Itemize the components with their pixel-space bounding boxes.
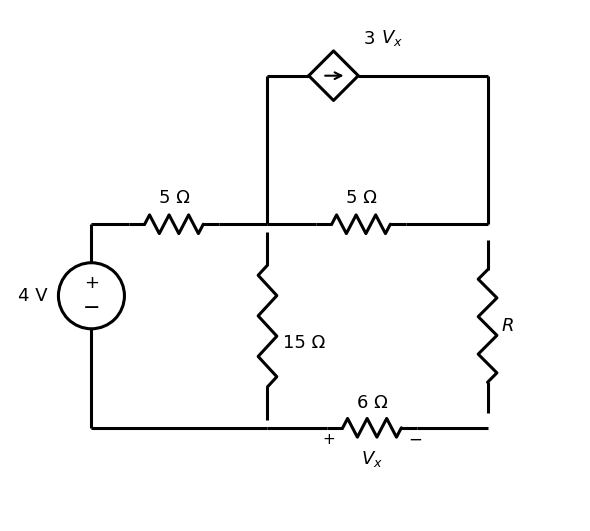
Text: 4 V: 4 V [18, 287, 47, 305]
Text: +: + [323, 432, 336, 448]
Text: −: − [83, 298, 100, 318]
Text: 15 Ω: 15 Ω [283, 333, 325, 352]
Text: R: R [502, 317, 514, 335]
Text: $V_x$: $V_x$ [361, 449, 383, 469]
Text: 3: 3 [364, 30, 381, 48]
Text: 6 Ω: 6 Ω [356, 395, 388, 413]
Text: $V_x$: $V_x$ [381, 28, 404, 48]
Text: 5 Ω: 5 Ω [346, 189, 376, 207]
Text: −: − [408, 431, 422, 449]
Text: +: + [84, 274, 99, 292]
Text: 5 Ω: 5 Ω [159, 189, 189, 207]
